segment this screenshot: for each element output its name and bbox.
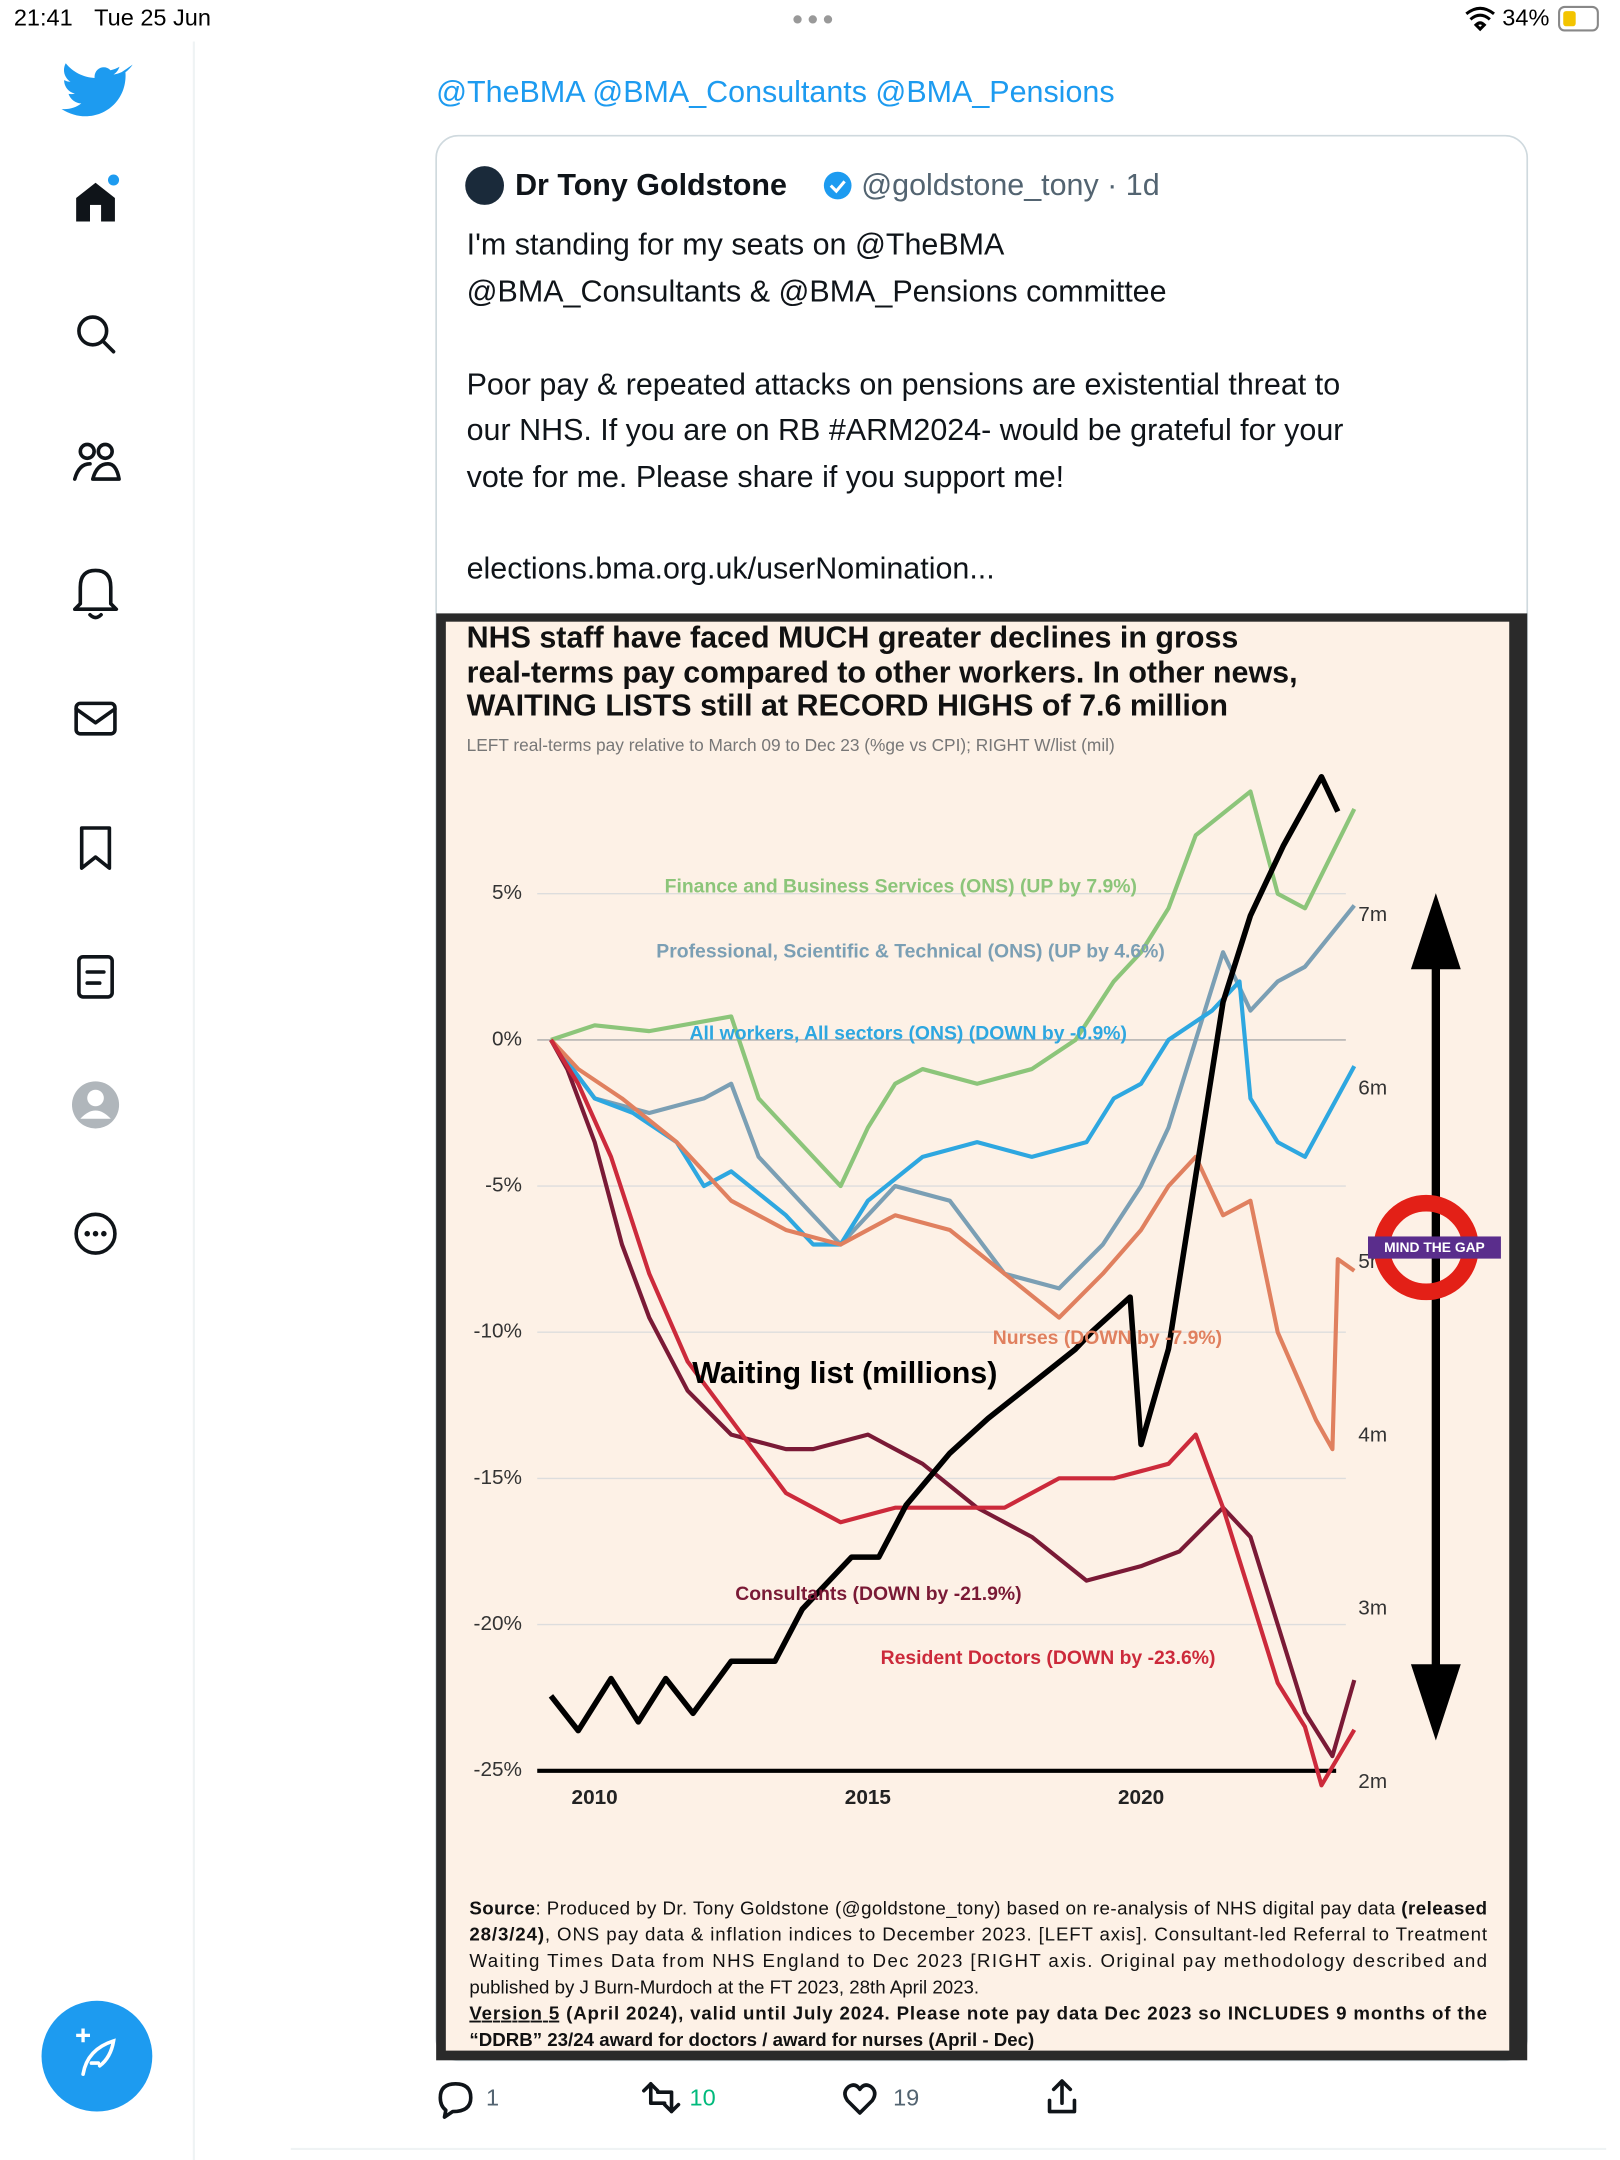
y2-tick-label: 6m bbox=[1358, 1076, 1387, 1099]
y2-tick-label: 3m bbox=[1358, 1597, 1387, 1620]
y-tick-label: -25% bbox=[474, 1758, 522, 1781]
quoted-avatar bbox=[465, 166, 504, 205]
source-segment: “DDRB” 23/24 award for doctors / award f… bbox=[469, 2029, 1034, 2050]
avatar-head bbox=[87, 1089, 104, 1107]
avatar-body bbox=[80, 1110, 111, 1119]
source-segment: : Produced by Dr. Tony Goldstone (@golds… bbox=[535, 1897, 1400, 1919]
multitask-dots bbox=[793, 15, 833, 24]
source-line: published by J Burn-Murdoch at the FT 20… bbox=[469, 1976, 979, 1997]
y-tick-label: 0% bbox=[492, 1027, 522, 1050]
home-door bbox=[90, 204, 102, 222]
chart-title: NHS staff have faced MUCH greater declin… bbox=[467, 621, 1239, 655]
roundel-bar bbox=[1368, 1236, 1501, 1259]
search-icon[interactable] bbox=[77, 315, 116, 354]
source-segment: Source bbox=[469, 1897, 535, 1918]
x-tick-label: 2015 bbox=[845, 1786, 891, 1809]
series-line bbox=[550, 789, 1357, 1189]
status-date: Tue 25 Jun bbox=[94, 5, 211, 31]
status-time: 21:41 bbox=[14, 5, 73, 31]
y-tick-label: 5% bbox=[492, 881, 522, 904]
quoted-text-line: vote for me. Please share if you support… bbox=[467, 460, 1065, 494]
roundel-text: MIND THE GAP bbox=[1384, 1239, 1485, 1255]
series-label: Finance and Business Services (ONS) (UP … bbox=[665, 876, 1137, 898]
series-label: Waiting list (millions) bbox=[692, 1356, 997, 1390]
quoted-text-line: @BMA_Consultants & @BMA_Pensions committ… bbox=[467, 275, 1167, 309]
verified-badge bbox=[823, 171, 852, 200]
source-segment: 28/3/24) bbox=[469, 1924, 544, 1945]
compose-plus bbox=[76, 2028, 90, 2043]
reply-icon[interactable] bbox=[438, 2082, 473, 2119]
gap-arrow-head bbox=[1410, 1664, 1461, 1741]
battery-icon bbox=[1558, 5, 1599, 32]
compose-icon bbox=[81, 2038, 116, 2076]
messages-icon[interactable] bbox=[74, 701, 117, 736]
series-label: Consultants (DOWN by -21.9%) bbox=[735, 1583, 1021, 1605]
series-line bbox=[549, 1038, 1357, 1788]
retweet-count: 10 bbox=[690, 2084, 716, 2110]
chart-title: WAITING LISTS still at RECORD HIGHS of 7… bbox=[467, 689, 1228, 723]
series-line bbox=[549, 1038, 1356, 1452]
compose-button[interactable] bbox=[41, 2000, 153, 2112]
y2-tick-label: 7m bbox=[1358, 903, 1387, 926]
quoted-name: Dr Tony Goldstone bbox=[515, 168, 787, 202]
communities-icon[interactable] bbox=[72, 442, 121, 481]
chart-title: real-terms pay compared to other workers… bbox=[467, 655, 1298, 689]
quoted-text-line: I'm standing for my seats on @TheBMA bbox=[467, 228, 1005, 262]
chart-subtitle: LEFT real-terms pay relative to March 09… bbox=[467, 735, 1115, 755]
battery-level bbox=[1563, 11, 1576, 27]
reply-count: 1 bbox=[486, 2084, 499, 2110]
home-icon[interactable] bbox=[76, 182, 115, 222]
source-segment: Version 5 bbox=[469, 2003, 559, 2024]
twitter-logo[interactable] bbox=[61, 63, 133, 117]
series-label: Nurses (DOWN by -7.9%) bbox=[993, 1327, 1222, 1349]
wifi-icon bbox=[1465, 6, 1495, 32]
source-line: Waiting Times Data from NHS England to D… bbox=[469, 1950, 1487, 1971]
battery-text: 34% bbox=[1502, 5, 1549, 31]
more-icon[interactable] bbox=[74, 1212, 117, 1255]
chart-background bbox=[445, 621, 1510, 2051]
source-segment: , ONS pay data & inflation indices to De… bbox=[545, 1924, 1488, 1945]
like-count: 19 bbox=[893, 2084, 919, 2110]
y-tick-label: -20% bbox=[474, 1612, 522, 1635]
source-segment: (released bbox=[1401, 1897, 1487, 1918]
source-line: Source: Produced by Dr. Tony Goldstone (… bbox=[469, 1897, 1487, 1919]
y-tick-label: -5% bbox=[485, 1174, 522, 1197]
x-tick-label: 2020 bbox=[1118, 1786, 1164, 1809]
quoted-meta: @goldstone_tony · 1d bbox=[861, 168, 1159, 202]
gap-arrow-head bbox=[1410, 893, 1461, 970]
like-icon[interactable] bbox=[843, 2083, 877, 2115]
reply-mentions[interactable]: @TheBMA @BMA_Consultants @BMA_Pensions bbox=[436, 75, 1114, 109]
series-line bbox=[548, 774, 1341, 1734]
lists-icon[interactable] bbox=[77, 954, 114, 999]
series-line bbox=[549, 1038, 1357, 1759]
source-segment: (April 2024), valid until July 2024. Ple… bbox=[560, 2003, 1487, 2024]
quoted-text-line: Poor pay & repeated attacks on pensions … bbox=[467, 367, 1341, 401]
source-line: “DDRB” 23/24 award for doctors / award f… bbox=[469, 2029, 1034, 2050]
bookmarks-icon[interactable] bbox=[79, 826, 112, 870]
quoted-text-line: our NHS. If you are on RB #ARM2024- woul… bbox=[467, 413, 1344, 447]
y2-tick-label: 4m bbox=[1358, 1423, 1387, 1446]
source-line: 28/3/24), ONS pay data & inflation indic… bbox=[469, 1924, 1487, 1945]
series-label: Resident Doctors (DOWN by -23.6%) bbox=[881, 1647, 1216, 1669]
verified-check bbox=[829, 180, 846, 194]
home-badge bbox=[108, 174, 120, 186]
y-tick-label: -10% bbox=[474, 1320, 522, 1343]
source-segment: published by J Burn-Murdoch at the FT 20… bbox=[469, 1976, 979, 1997]
series-line bbox=[549, 979, 1357, 1247]
y2-tick-label: 2m bbox=[1358, 1770, 1387, 1793]
y-tick-label: -15% bbox=[474, 1466, 522, 1489]
x-tick-label: 2010 bbox=[572, 1786, 618, 1809]
retweet-icon[interactable] bbox=[642, 2082, 681, 2114]
series-label: Professional, Scientific & Technical (ON… bbox=[656, 941, 1165, 963]
notifications-icon[interactable] bbox=[72, 568, 119, 620]
source-line: Version 5 (April 2024), valid until July… bbox=[469, 2003, 1487, 2024]
series-label: All workers, All sectors (ONS) (DOWN by … bbox=[690, 1022, 1127, 1044]
share-icon[interactable] bbox=[1047, 2079, 1077, 2114]
quoted-text-line: elections.bma.org.uk/userNomination... bbox=[467, 552, 995, 586]
source-segment: Waiting Times Data from NHS England to D… bbox=[469, 1950, 1487, 1971]
